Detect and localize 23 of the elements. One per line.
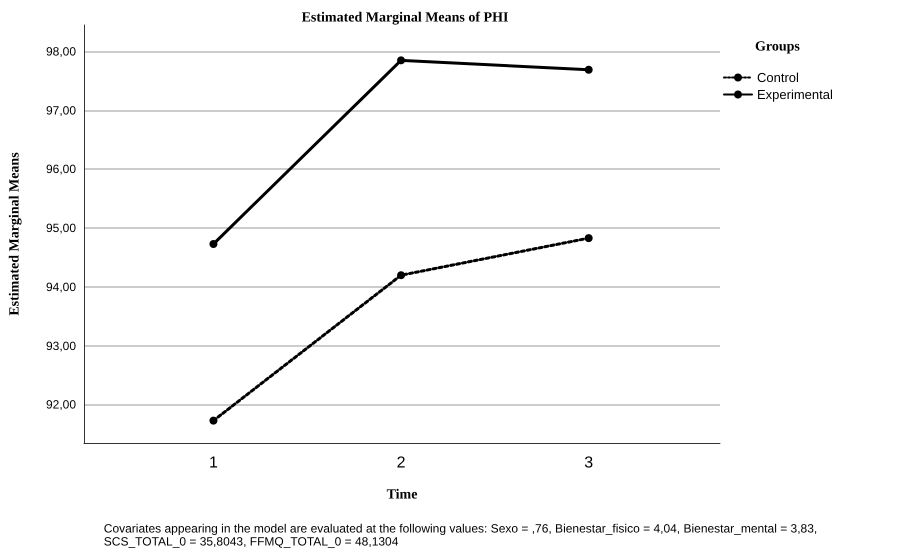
- point: [397, 56, 406, 64]
- point: [397, 271, 406, 280]
- y-tick-label: 96,00: [46, 162, 76, 176]
- y-tick-label: 98,00: [46, 44, 76, 58]
- y-tick-label: 93,00: [46, 338, 76, 353]
- point: [584, 234, 593, 242]
- text: Covariates appearing in the model are evaluated at the following values: Sexo = ,76, Bienestar_fisico = 4,04, Bienestar_mental = 3,83, SCS_TOTAL_0 = 35,8043, FFMQ_TOTAL_0 = 48,1304: [104, 522, 818, 548]
- legend-title: Groups: [755, 40, 800, 54]
- point: [209, 240, 218, 248]
- x-axis-title: Time: [386, 488, 418, 502]
- x-tick-label: 3: [584, 454, 594, 472]
- y-axis-title: Estimated Marginal Means: [8, 152, 22, 316]
- y-tick-label: 92,00: [46, 398, 76, 412]
- point: [584, 66, 593, 74]
- x-tick-label: 2: [396, 454, 406, 472]
- legend-label: Control: [757, 70, 800, 85]
- y-tick-label: 95,00: [46, 221, 76, 236]
- y-tick-label: 97,00: [46, 103, 76, 118]
- chart-title: Estimated Marginal Means of PHI: [302, 10, 508, 26]
- x-tick-label: 1: [209, 454, 218, 472]
- point: [209, 416, 218, 425]
- y-tick-label: 94,00: [46, 280, 76, 294]
- legend-label: Experimental: [757, 87, 833, 102]
